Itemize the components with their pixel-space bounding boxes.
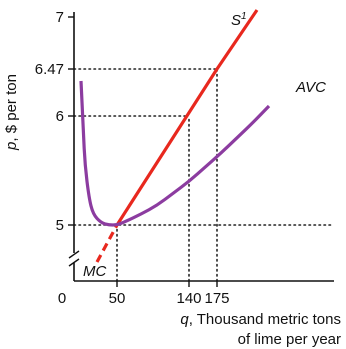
supply-curve-label-name: S [231, 12, 241, 29]
reference-lines [73, 68, 335, 282]
x-tick-label: 0 [58, 290, 66, 307]
series-line-s [115, 9, 259, 226]
tick-labels: 5 6 6.47 7 0 50 140 175 [35, 9, 230, 307]
y-tick-label: 5 [56, 217, 64, 234]
series-line-avc [79, 80, 271, 227]
x-axis-title: q, Thousand metric tons [180, 311, 341, 328]
x-tick-label: 50 [109, 290, 126, 307]
x-axis-title-line2: of lime per year [238, 331, 341, 348]
y-tick-label: 6 [56, 108, 64, 125]
x-axis-title-rest: , Thousand metric tons [189, 311, 341, 328]
axes [68, 12, 334, 287]
y-tick-label: 7 [56, 9, 64, 26]
avc-curve-label: AVC [295, 79, 326, 96]
x-axis-title-var: q [180, 311, 189, 328]
y-tick-label: 6.47 [35, 61, 64, 78]
mc-curve-label: MC [83, 263, 106, 280]
supply-curve-label-superscript: 1 [241, 11, 247, 22]
x-tick-label: 140 [176, 290, 201, 307]
supply-curve-label: S1 [231, 11, 247, 29]
series-layer [79, 9, 271, 263]
y-axis-break-mark [68, 250, 80, 267]
x-tick-label: 175 [204, 290, 229, 307]
y-axis-title-rest: , $ per ton [3, 74, 20, 142]
series-line-mc [95, 224, 119, 263]
y-axis-title: p, $ per ton [3, 74, 20, 151]
y-axis-title-var: p [3, 142, 20, 151]
